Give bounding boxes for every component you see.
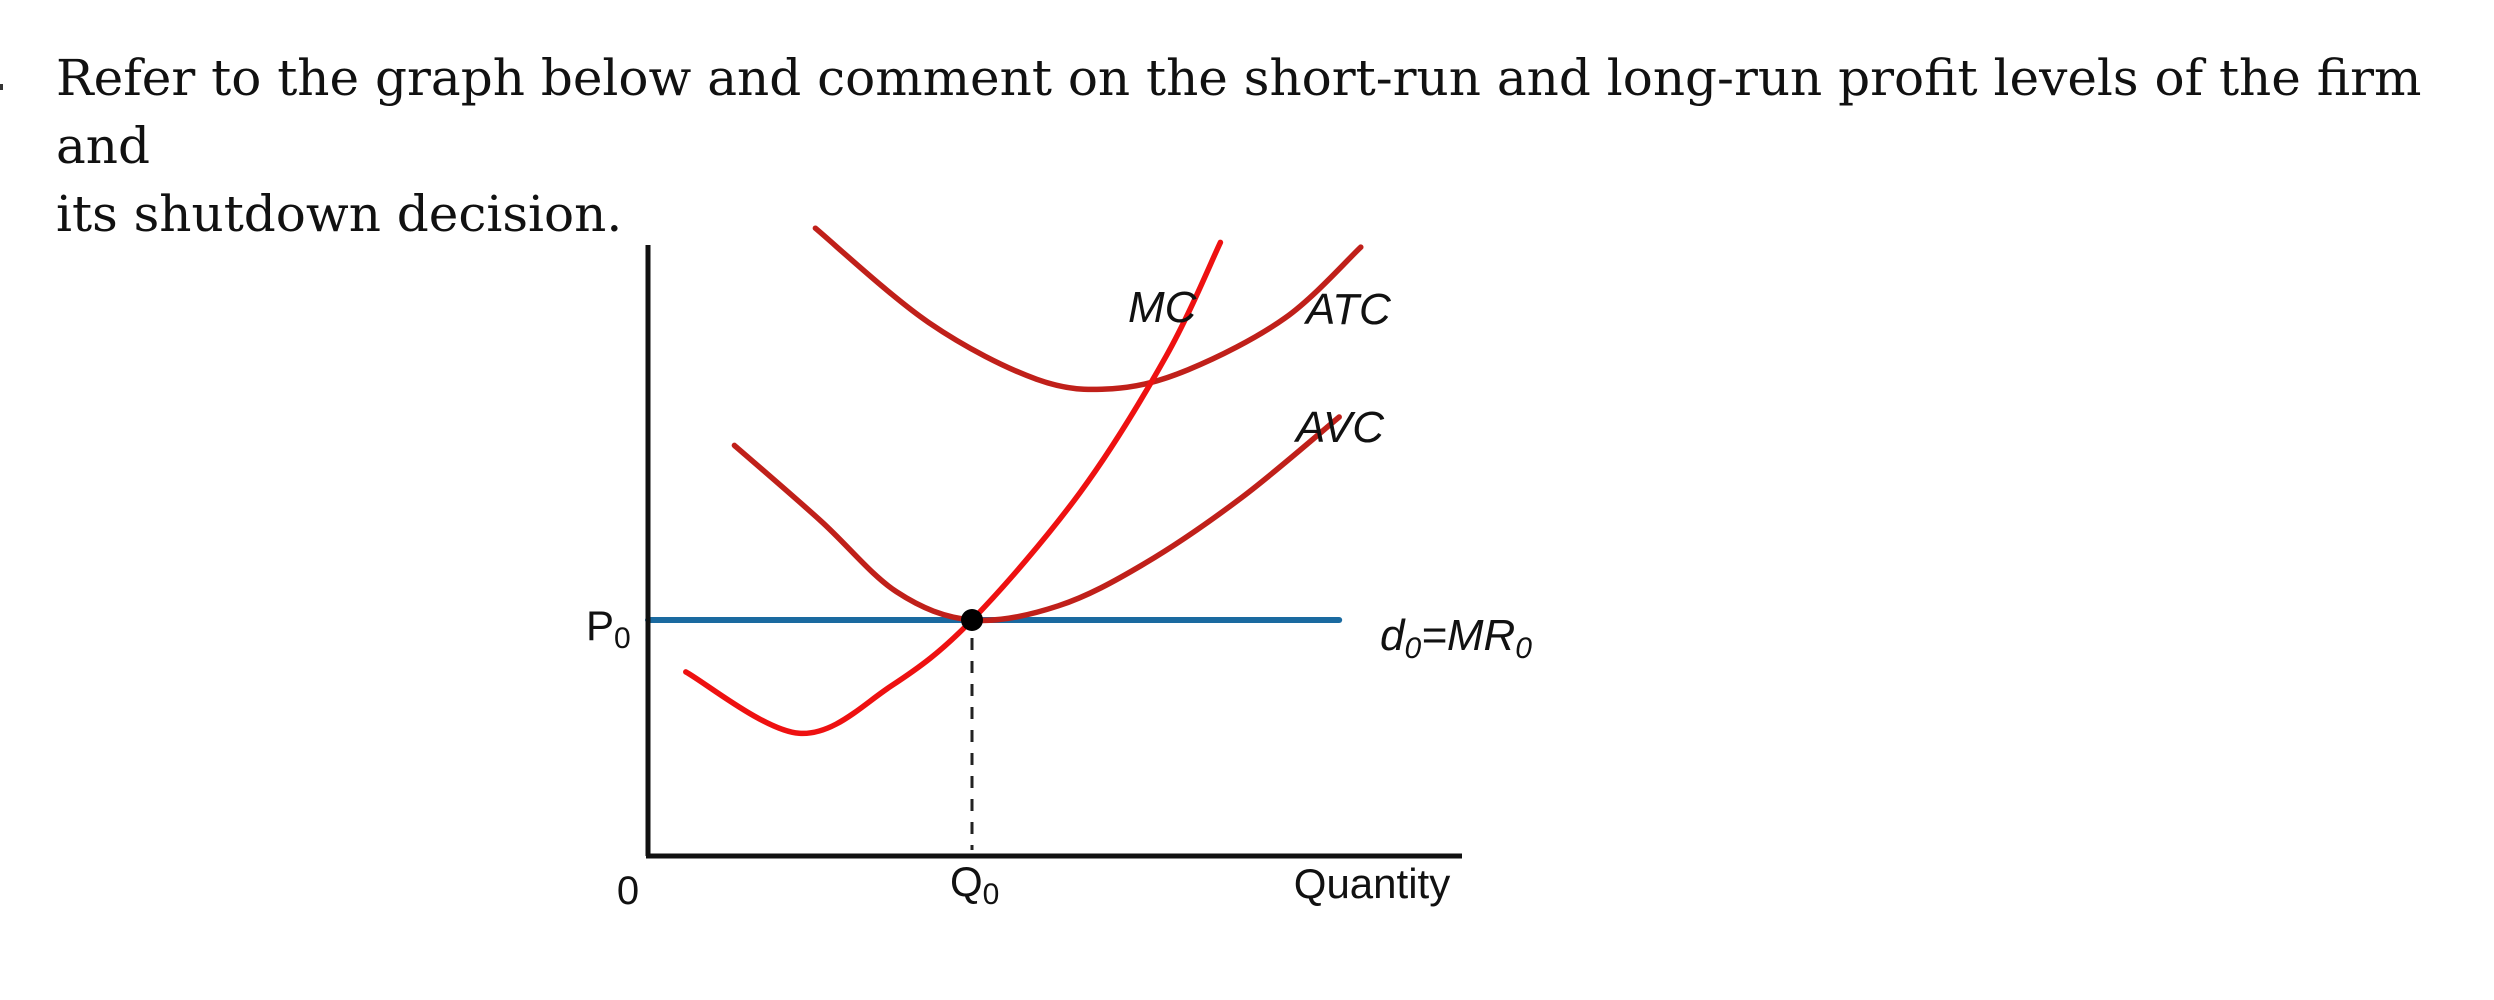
quantity-tick-label: Q0 — [950, 858, 999, 911]
axes-layer — [645, 245, 1462, 859]
question-line-1: Refer to the graph below and comment on … — [56, 49, 2422, 175]
price-tick-label: P0 — [586, 602, 631, 655]
x-axis-label: Quantity — [1294, 860, 1450, 907]
series-label-avc: AVC — [1293, 403, 1385, 452]
series-line-avc — [731, 414, 1342, 624]
question-line-2: its shutdown decision. — [56, 185, 623, 243]
series-line-atc — [812, 225, 1364, 393]
series-label-atc: ATC — [1303, 285, 1392, 334]
question-text: Refer to the graph below and comment on … — [56, 44, 2436, 248]
series-label-d0-mr0: d0=MR0 — [1380, 611, 1532, 665]
equilibrium-point — [961, 609, 983, 631]
labels-layer: 0 Quantity P0 Q0 d0=MR0 AVC ATC MC — [586, 283, 1532, 913]
series-label-mc: MC — [1128, 283, 1198, 332]
page-edge-mark — [0, 84, 3, 90]
series-layer — [645, 225, 1364, 737]
origin-label: 0 — [617, 869, 639, 913]
marks-layer — [961, 609, 983, 850]
